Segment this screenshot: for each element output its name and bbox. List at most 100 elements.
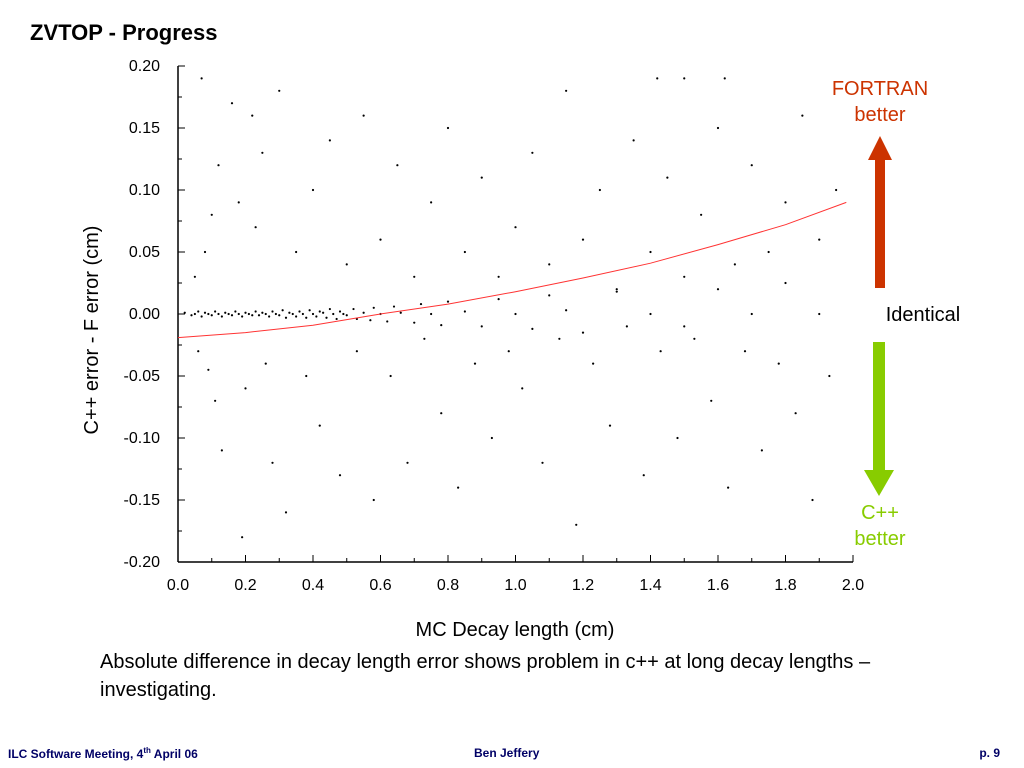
data-point <box>230 314 234 317</box>
cpp-label-line2: better <box>854 528 906 550</box>
data-point <box>575 523 578 526</box>
data-point <box>389 374 392 378</box>
data-point <box>271 461 274 464</box>
data-point <box>396 164 399 167</box>
data-point <box>210 213 213 216</box>
x-tick-label: 1.6 <box>707 577 729 594</box>
data-point <box>743 350 747 353</box>
data-point <box>217 164 220 167</box>
x-tick-label: 1.4 <box>639 577 661 594</box>
data-point <box>406 461 409 464</box>
data-point <box>257 314 261 317</box>
data-point <box>615 288 618 291</box>
data-point <box>723 77 726 80</box>
data-point <box>811 498 814 502</box>
data-point <box>818 238 821 241</box>
data-point <box>777 362 780 365</box>
data-point <box>318 424 321 427</box>
data-point <box>284 316 288 319</box>
data-point <box>615 290 618 293</box>
data-point <box>220 315 223 318</box>
data-point <box>284 511 288 514</box>
data-point <box>581 238 585 241</box>
data-point <box>386 320 389 323</box>
y-tick-label: -0.20 <box>124 554 161 571</box>
data-point <box>760 449 763 452</box>
data-point <box>419 302 423 306</box>
data-point <box>308 309 311 312</box>
data-point <box>423 337 426 340</box>
x-tick-label: 0.6 <box>369 577 391 594</box>
data-point <box>649 250 652 254</box>
data-point <box>322 311 325 314</box>
fortran-label-line1: FORTRAN <box>831 78 929 100</box>
data-point <box>362 114 365 117</box>
data-point <box>392 305 396 308</box>
y-tick-label: 0.20 <box>129 58 160 75</box>
data-point <box>190 314 193 317</box>
data-point <box>183 311 186 314</box>
x-tick-label: 0.0 <box>167 577 189 594</box>
data-point <box>203 250 207 254</box>
y-tick-label: 0.15 <box>129 120 160 137</box>
data-point <box>446 300 450 303</box>
data-point <box>328 307 331 311</box>
data-point <box>794 412 797 415</box>
fortran-better-label: FORTRAN better <box>800 76 960 128</box>
data-point <box>193 312 196 316</box>
data-point <box>332 312 335 316</box>
data-point <box>784 281 787 285</box>
x-tick-label: 1.8 <box>774 577 796 594</box>
data-point <box>531 327 534 330</box>
data-point <box>278 314 281 317</box>
data-point <box>716 288 720 291</box>
data-point <box>214 399 217 402</box>
data-point <box>659 350 662 353</box>
data-point <box>271 310 274 313</box>
x-tick-label: 0.4 <box>302 577 324 594</box>
data-point <box>244 311 247 314</box>
data-point <box>214 310 217 313</box>
y-tick-labels: 0.20 0.15 0.10 0.05 0.00 -0.05 -0.10 -0.15 -0.20 <box>124 58 161 571</box>
plot-axes <box>177 65 854 563</box>
data-point <box>457 486 460 489</box>
data-point <box>531 151 534 154</box>
data-point <box>463 310 466 313</box>
data-point <box>251 314 254 317</box>
data-point <box>480 176 483 179</box>
data-point <box>440 412 443 415</box>
x-tick-label: 1.2 <box>572 577 594 594</box>
footer-meeting-text: ILC Software Meeting, 4 <box>8 747 144 761</box>
data-point <box>355 350 358 353</box>
data-point <box>727 486 730 489</box>
data-point <box>430 312 433 316</box>
data-point <box>203 311 207 314</box>
data-point <box>335 317 338 321</box>
data-point <box>565 309 568 312</box>
data-point <box>750 164 753 167</box>
data-point <box>207 368 210 371</box>
data-point <box>254 310 257 313</box>
data-point <box>700 213 703 216</box>
data-point <box>305 374 308 378</box>
data-point <box>197 310 200 313</box>
slide-caption: Absolute difference in decay length erro… <box>100 651 871 701</box>
data-point <box>767 250 770 254</box>
data-point <box>227 312 230 316</box>
data-point <box>801 114 804 117</box>
footer-author: Ben Jeffery <box>474 746 540 760</box>
data-point <box>338 310 342 313</box>
data-point <box>278 89 281 92</box>
data-point <box>676 436 679 440</box>
data-point <box>430 201 433 204</box>
data-point <box>234 310 237 313</box>
data-point <box>315 315 318 318</box>
data-point <box>558 337 561 340</box>
cpp-better-label: C++ better <box>820 500 940 552</box>
data-point <box>298 310 301 313</box>
slide-title: ZVTOP - Progress <box>30 20 218 45</box>
data-point <box>237 201 240 204</box>
y-tick-label: 0.05 <box>129 244 160 261</box>
data-point <box>342 312 345 316</box>
data-point <box>193 275 196 278</box>
